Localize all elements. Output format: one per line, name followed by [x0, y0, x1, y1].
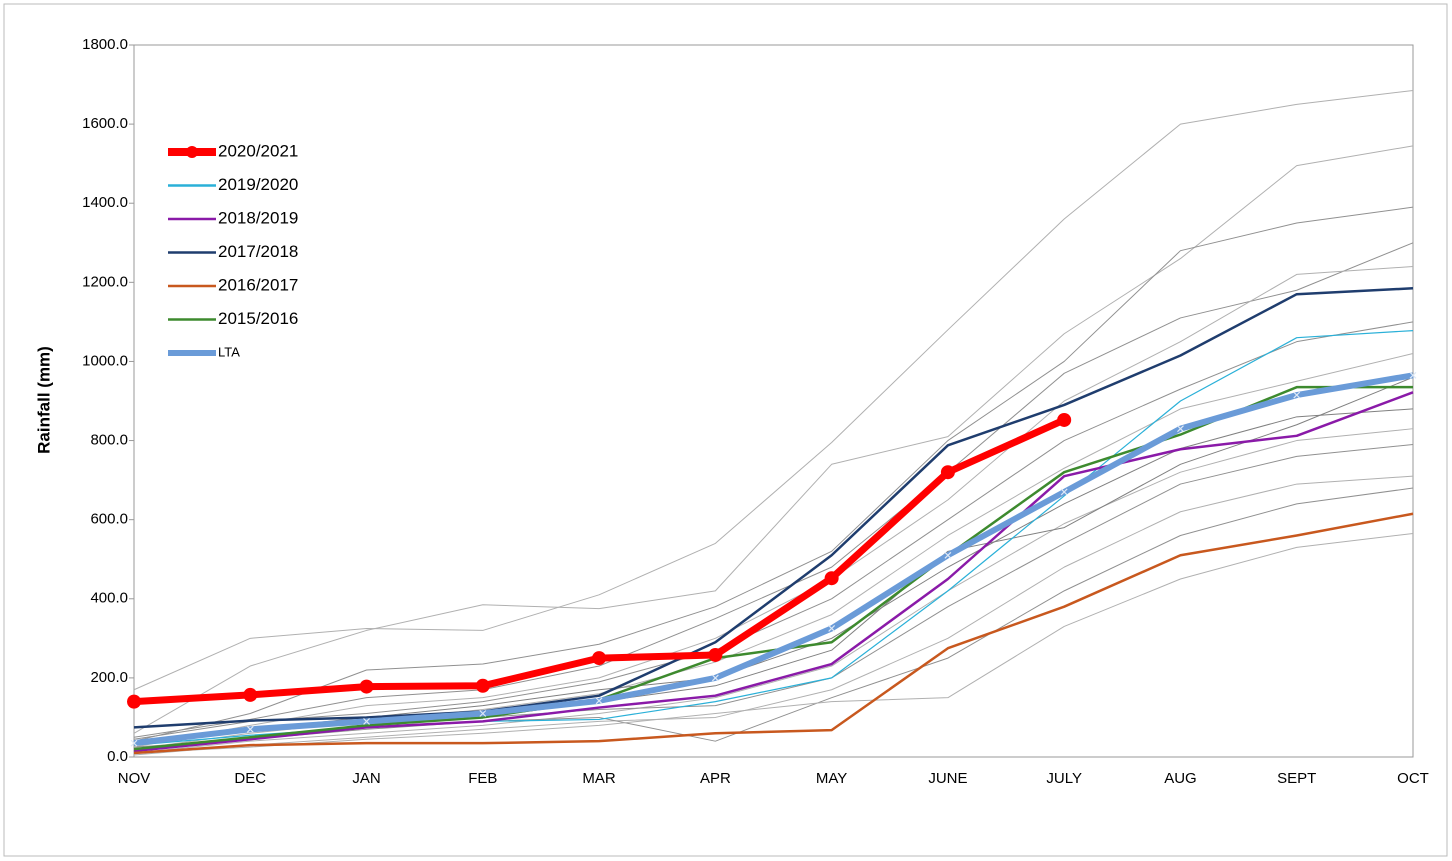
point [944, 551, 952, 559]
x-tick-label: APR [700, 770, 731, 787]
history-line [133, 533, 1414, 754]
legend-label: 2016/2017 [218, 275, 298, 294]
x-tick-label: DEC [234, 770, 266, 787]
plot-area [133, 44, 1414, 758]
point [1409, 371, 1417, 379]
history-line [133, 428, 1414, 754]
series-line [133, 372, 1414, 747]
legend-label: 2017/2018 [218, 242, 298, 261]
point [479, 710, 487, 717]
point [711, 674, 719, 682]
y-tick-label: 1000.0 [82, 352, 128, 369]
x-tick-label: JULY [1046, 770, 1082, 787]
legend-label: 2015/2016 [218, 309, 298, 328]
point [363, 717, 370, 725]
point [1177, 425, 1184, 433]
point [592, 651, 607, 666]
series-line [133, 391, 1414, 753]
x-tick-label: JUNE [928, 770, 967, 787]
point [940, 465, 955, 480]
x-tick-label: NOV [118, 770, 151, 787]
legend-label: LTA [218, 344, 240, 359]
x-tick-label: MAY [816, 770, 847, 787]
y-tick-label: 1400.0 [82, 194, 128, 211]
history-line [133, 321, 1414, 740]
point [475, 678, 490, 693]
point [243, 687, 258, 702]
point [359, 679, 374, 694]
history-line [133, 266, 1414, 748]
history-line [133, 145, 1414, 734]
point [828, 625, 836, 632]
y-tick-label: 1800.0 [82, 36, 128, 53]
x-tick-label: OCT [1397, 770, 1429, 787]
y-tick-label: 400.0 [90, 590, 128, 607]
history-line [133, 206, 1414, 742]
point [1060, 488, 1068, 496]
x-tick-label: FEB [468, 770, 497, 787]
y-tick-label: 0.0 [107, 748, 128, 765]
history-line [133, 242, 1414, 738]
x-tick-label: SEPT [1277, 770, 1316, 787]
legend-label: 2018/2019 [218, 208, 298, 227]
history-line [133, 89, 1414, 691]
chart-frame [3, 3, 1448, 857]
point [246, 725, 254, 733]
y-axis-label: Rainfall (mm) [34, 346, 53, 454]
point [595, 697, 603, 705]
x-tick-label: JAN [352, 770, 380, 787]
point [1057, 412, 1072, 427]
history-line [133, 487, 1414, 748]
y-tick-label: 600.0 [90, 511, 128, 528]
legend-label: 2019/2020 [218, 175, 298, 194]
legend-label: 2020/2021 [218, 141, 298, 160]
legend-marker [186, 146, 198, 158]
y-tick-label: 1600.0 [82, 115, 128, 132]
series-line [133, 287, 1414, 729]
y-tick-label: 800.0 [90, 432, 128, 449]
point [824, 571, 839, 586]
series-line [133, 512, 1414, 755]
point [127, 694, 141, 709]
point [1293, 391, 1301, 399]
point [130, 739, 138, 747]
history-line [133, 475, 1414, 756]
y-tick-label: 200.0 [90, 669, 128, 686]
x-tick-label: AUG [1164, 770, 1197, 787]
y-tick-label: 1200.0 [82, 273, 128, 290]
history-line [133, 408, 1414, 746]
x-tick-label: MAR [582, 770, 616, 787]
point [708, 647, 723, 662]
